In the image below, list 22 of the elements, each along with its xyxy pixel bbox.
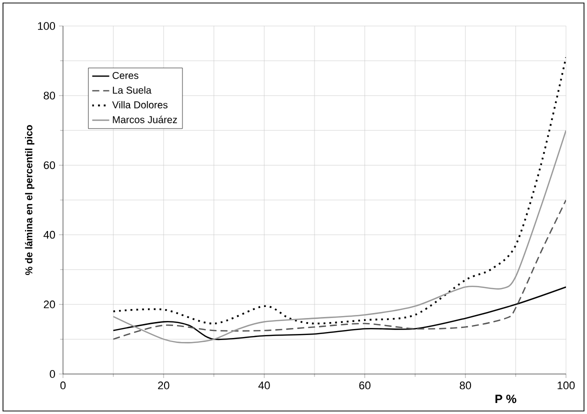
y-tick-label: 80 <box>44 92 56 100</box>
x-tick-label: 60 <box>359 382 370 390</box>
legend-label: Ceres <box>112 72 138 79</box>
legend-label: Villa Dolores <box>112 101 168 108</box>
y-tick-label: 20 <box>44 300 56 308</box>
x-tick-label: 0 <box>60 382 66 390</box>
x-tick-label: 100 <box>558 382 575 390</box>
y-tick-label: 60 <box>44 161 56 170</box>
x-tick-label: 20 <box>158 382 170 390</box>
legend-label: Marcos Juárez <box>112 116 177 124</box>
x-axis-title: P % <box>495 394 516 404</box>
y-tick-label: 0 <box>50 370 56 378</box>
x-tick-label: 80 <box>460 382 472 390</box>
line-series <box>112 130 566 344</box>
y-axis-title: % de lámina en el percentil pico <box>24 125 34 276</box>
line-series <box>112 199 566 340</box>
y-tick-label: 100 <box>38 22 56 30</box>
y-tick-label: 40 <box>44 230 56 239</box>
line-series <box>112 286 566 340</box>
x-tick-label: 40 <box>258 382 270 390</box>
legend-label: La Suela <box>112 86 152 94</box>
line-series <box>112 56 566 324</box>
